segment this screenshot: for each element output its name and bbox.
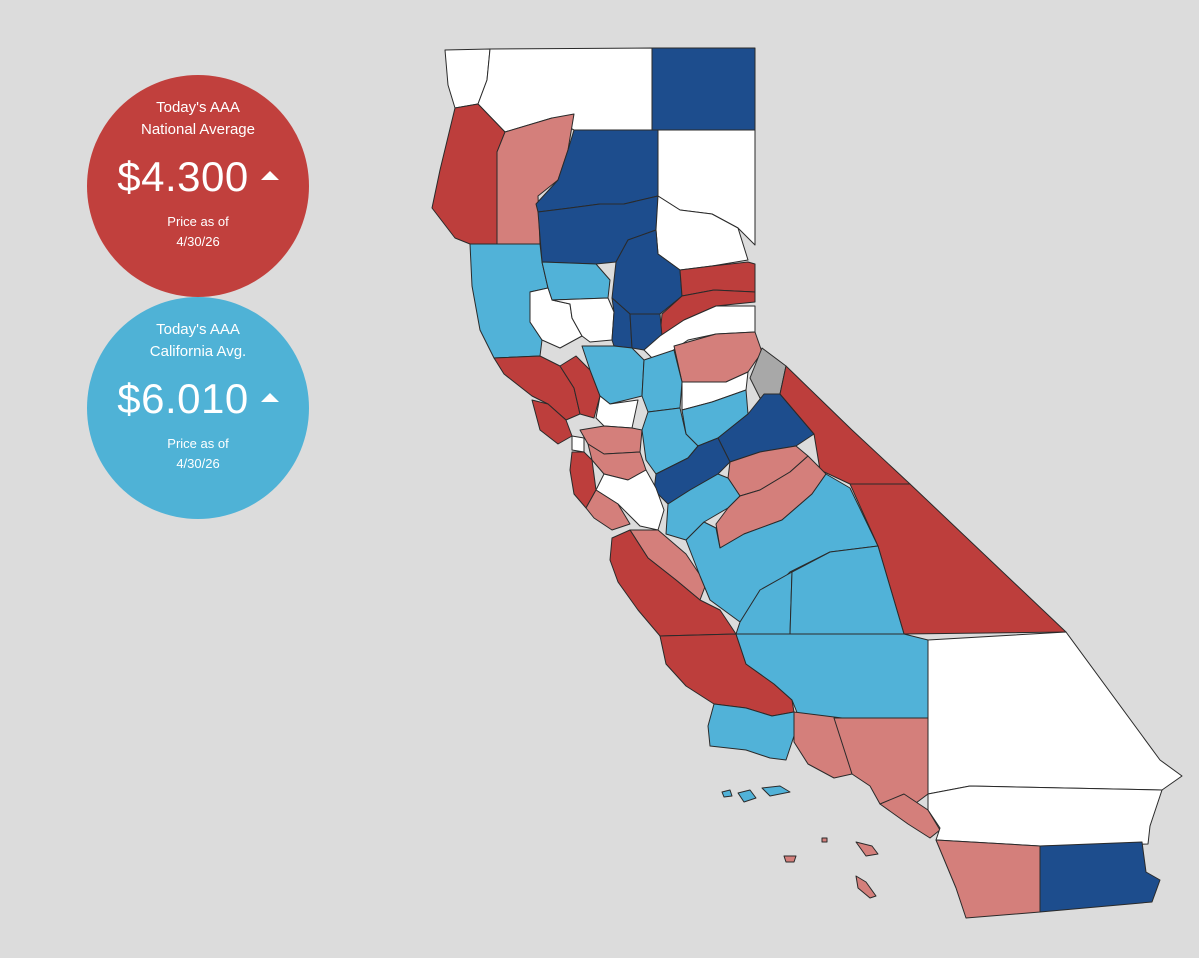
national-as-of-label: Price as of [167, 214, 229, 229]
county-monterey[interactable] [609, 529, 737, 637]
state-date: 4/30/26 [176, 456, 220, 471]
island-san-miguel [721, 789, 733, 798]
county-glenn[interactable] [541, 261, 611, 301]
state-title-line1: Today's AAA [156, 321, 240, 338]
county-napa[interactable] [559, 355, 601, 419]
state-price-row: $6.010 [87, 375, 309, 423]
county-modoc[interactable] [651, 47, 756, 131]
county-santa-cruz[interactable] [585, 489, 631, 531]
county-sacramento[interactable] [641, 349, 683, 413]
national-title-line2: National Average [141, 121, 255, 138]
county-mono[interactable] [779, 365, 911, 485]
up-triangle-icon [260, 392, 279, 402]
state-title-line2: California Avg. [149, 343, 247, 360]
california-average-badge: Today's AAA California Avg. $6.010 Price… [87, 297, 309, 519]
county-inyo[interactable] [849, 483, 1067, 635]
county-san-francisco[interactable] [571, 435, 585, 453]
county-stanislaus[interactable] [653, 437, 731, 505]
island-santa-rosa [737, 789, 757, 803]
island-anacapa [821, 837, 828, 843]
county-imperial[interactable] [1039, 841, 1161, 913]
national-price: $4.300 [117, 153, 249, 200]
county-tulare[interactable] [789, 545, 905, 635]
county-trinity[interactable] [496, 113, 575, 245]
state-as-of-label: Price as of [167, 436, 229, 451]
up-triangle-icon [260, 170, 279, 180]
national-price-row: $4.300 [87, 153, 309, 201]
island-santa-cruz-island [761, 785, 791, 797]
county-fresno[interactable] [685, 473, 879, 623]
national-title-line1: Today's AAA [156, 99, 240, 116]
county-santa-clara[interactable] [595, 469, 665, 531]
county-san-bernardino[interactable] [927, 631, 1183, 795]
county-riverside[interactable] [927, 785, 1163, 847]
island-santa-catalina [855, 841, 879, 857]
county-colusa[interactable] [551, 297, 615, 343]
national-average-badge: Today's AAA National Average $4.300 Pric… [87, 75, 309, 297]
state-price: $6.010 [117, 375, 249, 422]
county-humboldt[interactable] [431, 103, 506, 245]
island-san-clemente [855, 875, 877, 899]
county-san-diego[interactable] [935, 839, 1041, 919]
county-sonoma[interactable] [493, 355, 581, 421]
county-santa-barbara[interactable] [707, 703, 795, 761]
island-santa-barbara-island [783, 855, 797, 863]
national-date: 4/30/26 [176, 234, 220, 249]
